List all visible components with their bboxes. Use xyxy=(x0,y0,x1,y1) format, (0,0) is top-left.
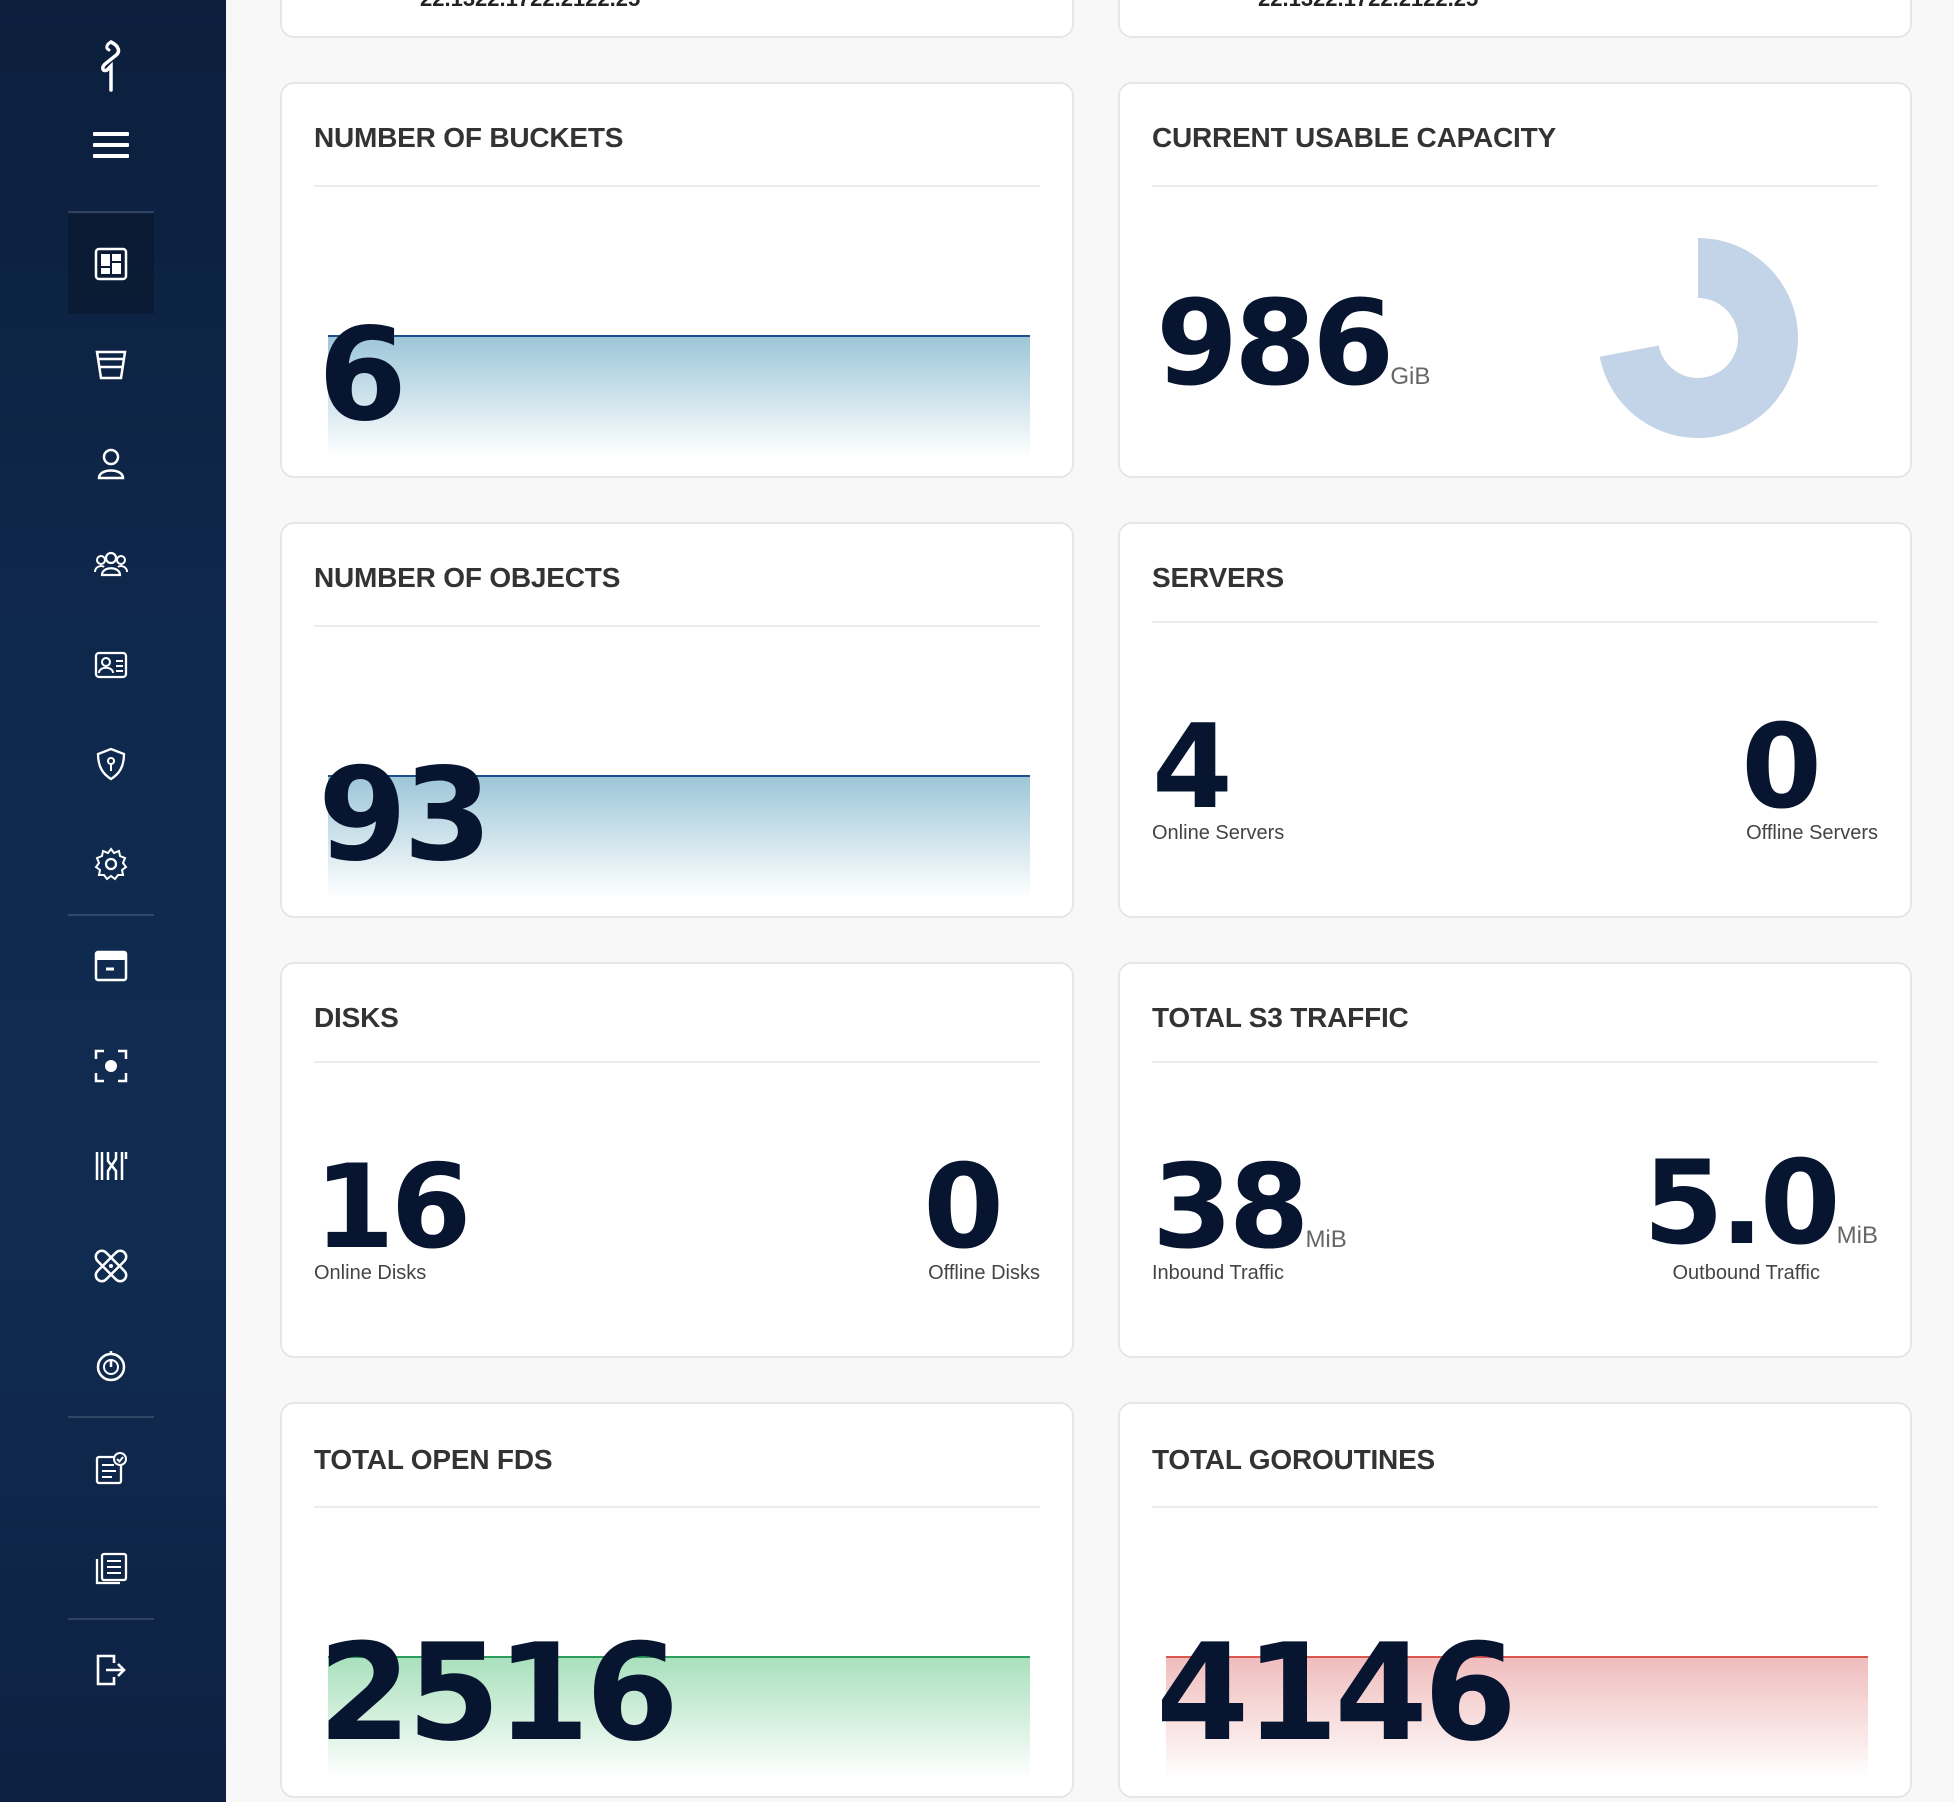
settings-icon xyxy=(94,847,128,881)
sidebar-divider xyxy=(68,1416,154,1418)
card-divider xyxy=(314,625,1040,627)
fds-area-chart xyxy=(328,1656,1030,1778)
sidebar-item-settings[interactable] xyxy=(68,814,154,914)
card-divider xyxy=(314,1061,1040,1063)
buckets-area-fill xyxy=(328,336,1030,458)
offline-servers-label: Offline Servers xyxy=(1746,822,1878,844)
inbound-traffic-label: Inbound Traffic xyxy=(1152,1262,1284,1284)
capacity-value: 986GiB xyxy=(1156,284,1430,402)
sidebar-item-service-accounts[interactable] xyxy=(68,614,154,714)
sidebar-item-monitoring[interactable] xyxy=(68,1016,154,1116)
buckets-area-chart xyxy=(328,335,1030,458)
license-icon xyxy=(95,1452,127,1485)
card-title: NUMBER OF BUCKETS xyxy=(314,122,624,153)
capacity-donut-chart xyxy=(1599,238,1798,438)
sidebar-divider xyxy=(68,914,154,916)
online-servers-count: 4 xyxy=(1152,700,1233,835)
monitoring-icon xyxy=(94,1049,128,1083)
capacity-donut-arc xyxy=(1599,238,1798,438)
outbound-traffic-label: Outbound Traffic xyxy=(1672,1262,1821,1284)
card-title: CURRENT USABLE CAPACITY xyxy=(1152,122,1556,153)
outbound-traffic-value: 5.0MiB xyxy=(1643,1146,1878,1262)
outbound-traffic-number: 5.0 xyxy=(1643,1136,1840,1271)
inbound-traffic-unit: MiB xyxy=(1305,1226,1347,1253)
card-title: TOTAL GOROUTINES xyxy=(1152,1444,1436,1475)
logout-icon xyxy=(96,1654,126,1686)
speedtest-icon xyxy=(96,1351,126,1382)
sidebar-divider xyxy=(68,1618,154,1620)
groups-icon xyxy=(94,551,128,577)
sidebar-item-trace[interactable] xyxy=(68,1116,154,1216)
sidebar-item-speedtest[interactable] xyxy=(68,1316,154,1416)
card-number-of-buckets: NUMBER OF BUCKETS 6 xyxy=(280,82,1074,478)
outbound-traffic-unit: MiB xyxy=(1836,1222,1878,1249)
card-divider xyxy=(314,185,1040,187)
online-disks-label: Online Disks xyxy=(314,1262,427,1284)
sidebar xyxy=(0,0,226,1802)
online-servers-label: Online Servers xyxy=(1152,822,1285,844)
partial-axis-labels: 22.1322.1722.2122.25 xyxy=(1258,0,1478,12)
inbound-traffic-number: 38 xyxy=(1152,1140,1309,1275)
goroutines-area-chart xyxy=(1166,1656,1868,1778)
sidebar-item-dashboard[interactable] xyxy=(68,214,154,314)
buckets-icon xyxy=(95,350,127,380)
sidebar-item-tiers[interactable] xyxy=(68,916,154,1016)
sidebar-item-policies[interactable] xyxy=(68,714,154,814)
object-count: 93 xyxy=(318,741,492,890)
card-divider xyxy=(1152,1506,1878,1508)
card-number-of-objects: NUMBER OF OBJECTS 93 xyxy=(280,522,1074,918)
heal-icon xyxy=(94,1249,128,1283)
card-disks: DISKS 16 Online Disks 0 Offline Disks xyxy=(280,962,1074,1358)
dashboard-icon xyxy=(94,247,128,281)
goroutines-count: 4146 xyxy=(1156,1615,1517,1771)
partial-card-left: 22.1322.1722.2122.25 xyxy=(280,0,1074,38)
objects-area-fill xyxy=(328,776,1030,898)
sidebar-item-groups[interactable] xyxy=(68,514,154,614)
card-current-usable-capacity: CURRENT USABLE CAPACITY 986GiB xyxy=(1118,82,1912,478)
user-icon xyxy=(97,448,125,480)
goroutines-area-fill xyxy=(1166,1657,1868,1778)
tiers-icon xyxy=(94,950,128,982)
sidebar-item-logout[interactable] xyxy=(68,1620,154,1720)
online-disks-count: 16 xyxy=(314,1140,471,1275)
card-total-open-fds: TOTAL OPEN FDS 2516 xyxy=(280,1402,1074,1798)
policies-icon xyxy=(96,747,126,781)
service-accounts-icon xyxy=(94,651,128,679)
card-divider xyxy=(1152,1061,1878,1063)
offline-servers-count: 0 xyxy=(1741,700,1822,835)
inbound-traffic-value: 38MiB xyxy=(1152,1150,1347,1266)
sidebar-item-users[interactable] xyxy=(68,414,154,514)
bucket-count: 6 xyxy=(318,301,407,450)
card-title: TOTAL OPEN FDS xyxy=(314,1444,553,1475)
card-total-goroutines: TOTAL GOROUTINES 4146 xyxy=(1118,1402,1912,1798)
sidebar-item-buckets[interactable] xyxy=(68,314,154,414)
documentation-icon xyxy=(95,1552,128,1585)
capacity-unit: GiB xyxy=(1390,363,1431,390)
card-servers: SERVERS 4 Online Servers 0 Offline Serve… xyxy=(1118,522,1912,918)
fds-area-fill xyxy=(328,1657,1030,1778)
sidebar-item-license[interactable] xyxy=(68,1418,154,1518)
open-fds-count: 2516 xyxy=(318,1615,679,1771)
card-title: DISKS xyxy=(314,1002,399,1033)
card-total-s3-traffic: TOTAL S3 TRAFFIC 38MiB Inbound Traffic 5… xyxy=(1118,962,1912,1358)
menu-icon[interactable] xyxy=(93,132,129,162)
sidebar-item-heal[interactable] xyxy=(68,1216,154,1316)
card-title: NUMBER OF OBJECTS xyxy=(314,562,621,593)
offline-disks-count: 0 xyxy=(923,1140,1004,1275)
card-title: TOTAL S3 TRAFFIC xyxy=(1152,1002,1409,1033)
capacity-number: 986 xyxy=(1156,274,1394,412)
card-divider xyxy=(1152,185,1878,187)
sidebar-divider xyxy=(68,211,154,213)
card-divider xyxy=(314,1506,1040,1508)
partial-card-right: 22.1322.1722.2122.25 xyxy=(1118,0,1912,38)
minio-logo-icon[interactable] xyxy=(91,38,129,94)
objects-area-chart xyxy=(328,775,1030,898)
card-divider xyxy=(1152,621,1878,623)
offline-disks-label: Offline Disks xyxy=(928,1262,1040,1284)
sidebar-item-documentation[interactable] xyxy=(68,1518,154,1618)
partial-axis-labels: 22.1322.1722.2122.25 xyxy=(420,0,640,12)
card-title: SERVERS xyxy=(1152,562,1284,593)
trace-icon xyxy=(95,1152,128,1180)
